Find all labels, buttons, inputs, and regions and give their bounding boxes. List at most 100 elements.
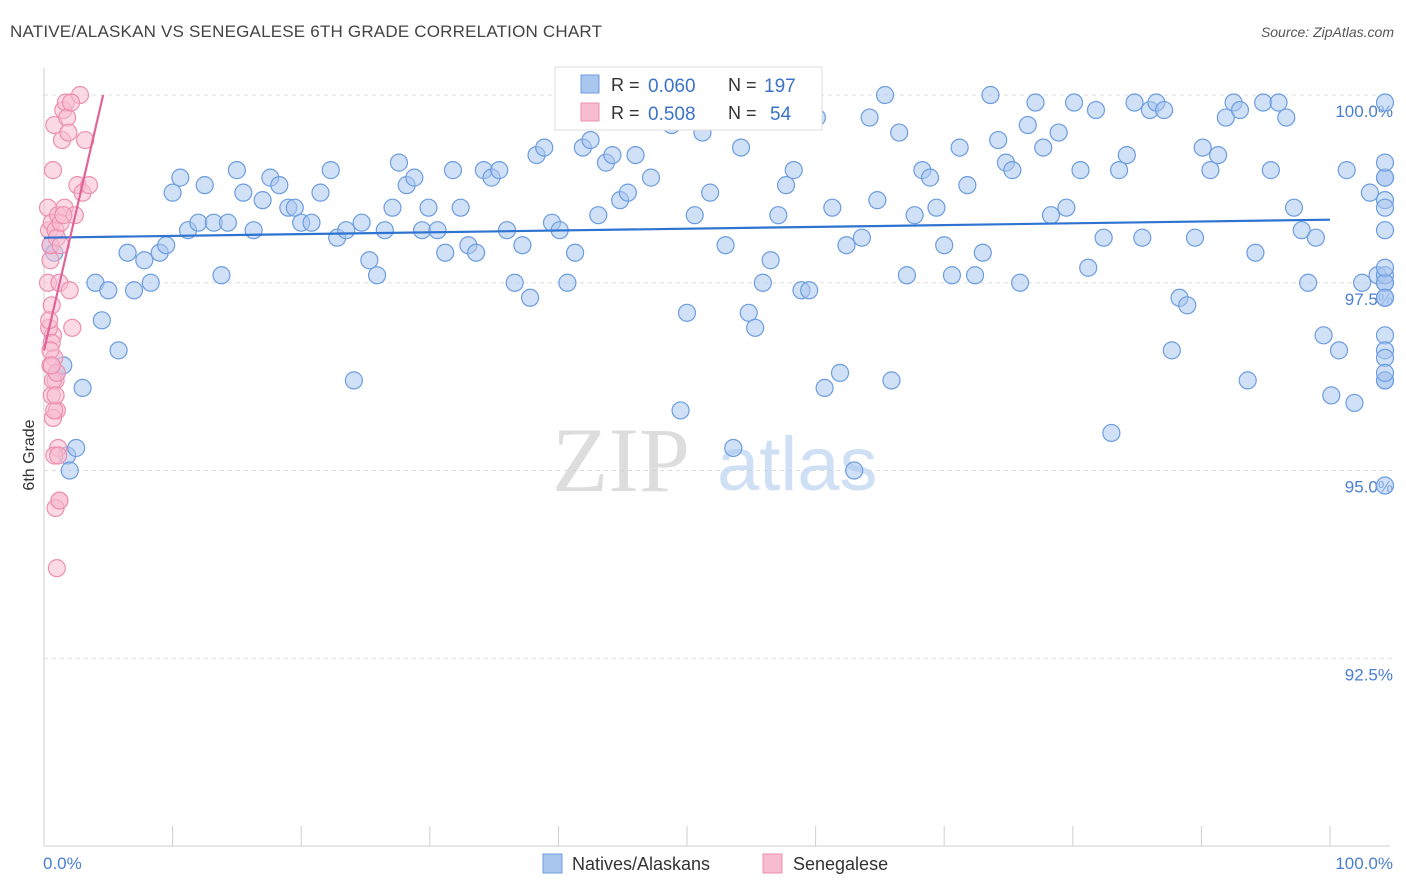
native-point-51 xyxy=(428,221,447,240)
bottom-legend-label-blue: Natives/Alaskans xyxy=(572,854,710,874)
native-point-9 xyxy=(92,311,111,330)
native-point-28 xyxy=(244,221,263,240)
native-point-99 xyxy=(800,281,819,300)
native-point-86 xyxy=(701,183,720,202)
native-point-33 xyxy=(285,198,304,217)
native-point-46 xyxy=(389,153,409,172)
native-point-117 xyxy=(935,236,954,255)
native-point-59 xyxy=(490,161,509,180)
senegalese-point-32 xyxy=(60,281,79,300)
native-point-49 xyxy=(412,221,432,240)
native-point-140 xyxy=(1109,161,1129,180)
native-point-89 xyxy=(724,438,743,458)
native-point-162 xyxy=(1277,108,1296,127)
native-point-103 xyxy=(830,363,850,382)
native-point-101 xyxy=(815,378,834,398)
bottom-legend: Natives/Alaskans Senegalese xyxy=(542,853,888,874)
native-point-63 xyxy=(521,288,540,307)
native-point-149 xyxy=(1178,296,1197,315)
senegalese-point-52 xyxy=(59,123,78,142)
native-point-132 xyxy=(1049,123,1068,142)
native-point-128 xyxy=(1018,115,1037,135)
x-tick-label-min: 0.0% xyxy=(43,854,82,873)
native-point-13 xyxy=(124,281,144,300)
native-point-18 xyxy=(163,183,182,202)
native-point-122 xyxy=(973,243,992,262)
senegalese-point-3 xyxy=(42,296,61,315)
native-point-104 xyxy=(837,236,856,255)
senegalese-point-20 xyxy=(43,161,63,180)
native-point-133 xyxy=(1057,198,1076,217)
native-point-84 xyxy=(685,206,704,225)
native-point-26 xyxy=(227,161,246,180)
native-point-166 xyxy=(1306,228,1325,247)
native-point-43 xyxy=(367,266,387,285)
native-point-53 xyxy=(443,161,463,180)
native-point-172 xyxy=(1353,273,1372,292)
legend-n-value-blue: 197 xyxy=(764,76,796,97)
native-point-19 xyxy=(171,168,190,187)
chart-title: NATIVE/ALASKAN VS SENEGALESE 6TH GRADE C… xyxy=(10,22,603,41)
native-point-129 xyxy=(1026,93,1045,112)
native-point-56 xyxy=(466,243,486,262)
native-point-176 xyxy=(1375,221,1395,240)
native-point-167 xyxy=(1314,326,1333,345)
x-ticks xyxy=(172,826,1331,846)
native-point-137 xyxy=(1086,100,1106,120)
native-point-111 xyxy=(890,123,909,142)
legend-n-label-pink: N = xyxy=(728,103,757,123)
y-tick-label-3: 92.5% xyxy=(1345,665,1393,684)
bottom-legend-label-pink: Senegalese xyxy=(793,854,888,874)
native-point-40 xyxy=(344,371,364,390)
native-point-136 xyxy=(1079,258,1098,277)
native-point-24 xyxy=(212,266,231,285)
legend-r-label-pink: R = xyxy=(611,103,640,123)
native-point-79 xyxy=(641,168,661,187)
native-point-171 xyxy=(1345,393,1364,413)
legend-box: R = 0.060 N = 197 R = 0.508 N = 54 xyxy=(554,66,823,131)
native-point-44 xyxy=(375,221,394,240)
native-point-139 xyxy=(1102,423,1121,443)
data-points xyxy=(38,85,1395,578)
native-point-52 xyxy=(436,243,455,262)
native-point-21 xyxy=(189,213,208,232)
native-point-170 xyxy=(1337,161,1356,180)
native-point-105 xyxy=(845,461,864,480)
native-point-93 xyxy=(753,273,772,292)
native-point-191 xyxy=(1375,288,1395,307)
native-point-135 xyxy=(1071,161,1090,180)
native-point-138 xyxy=(1094,228,1113,247)
native-point-173 xyxy=(1360,183,1379,202)
native-point-123 xyxy=(981,85,1000,105)
native-point-178 xyxy=(1375,93,1395,112)
native-point-160 xyxy=(1261,161,1280,180)
native-point-35 xyxy=(302,213,321,232)
native-point-124 xyxy=(989,130,1008,150)
native-point-29 xyxy=(253,191,272,210)
native-point-91 xyxy=(739,303,758,322)
native-point-151 xyxy=(1193,138,1212,157)
native-point-88 xyxy=(716,236,735,255)
native-point-92 xyxy=(746,318,765,337)
native-point-15 xyxy=(141,273,160,292)
legend-swatch-blue xyxy=(580,74,600,94)
native-point-14 xyxy=(135,251,154,270)
native-point-159 xyxy=(1254,93,1273,112)
axes xyxy=(43,68,1390,847)
senegalese-point-53 xyxy=(61,93,81,112)
native-point-110 xyxy=(882,371,901,390)
native-point-146 xyxy=(1155,100,1174,120)
native-point-189 xyxy=(1375,153,1395,172)
native-point-71 xyxy=(581,130,600,150)
native-point-179 xyxy=(1375,198,1395,217)
native-point-12 xyxy=(118,243,137,262)
legend-swatch-pink xyxy=(580,102,600,122)
native-point-96 xyxy=(776,176,796,195)
native-point-94 xyxy=(761,251,780,270)
native-point-27 xyxy=(234,183,253,202)
watermark-zip: ZIP xyxy=(552,409,690,511)
native-point-39 xyxy=(337,221,356,240)
native-point-163 xyxy=(1284,198,1304,217)
native-trend-line xyxy=(43,218,1331,239)
